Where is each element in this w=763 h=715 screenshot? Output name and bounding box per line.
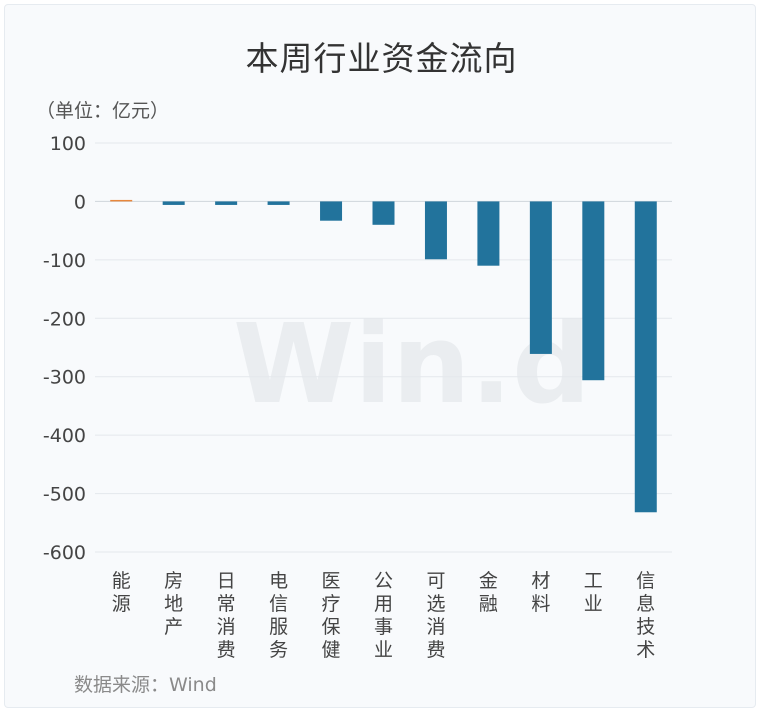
bar bbox=[320, 201, 343, 221]
bar bbox=[529, 201, 552, 354]
x-tick-label: 能源 bbox=[112, 570, 131, 615]
chart-title: 本周行业资金流向 bbox=[245, 39, 518, 78]
bar bbox=[215, 201, 238, 205]
source-note: 数据来源：Wind bbox=[74, 674, 217, 696]
bar bbox=[477, 201, 500, 266]
x-tick-label: 工业 bbox=[584, 570, 603, 615]
x-tick-label: 公用事业 bbox=[374, 570, 393, 661]
x-tick-label: 医疗保健 bbox=[322, 570, 341, 661]
x-tick-label: 电信服务 bbox=[269, 570, 288, 661]
x-tick-label: 可选消费 bbox=[426, 570, 445, 661]
bars bbox=[110, 199, 657, 513]
unit-label: （单位：亿元） bbox=[36, 100, 170, 122]
x-tick-label: 房地产 bbox=[164, 570, 183, 638]
bar bbox=[372, 201, 395, 225]
gridlines bbox=[95, 142, 672, 553]
y-axis: 100 0 -100 -200 -300 -400 -500 -600 bbox=[43, 133, 86, 564]
y-tick-label: -100 bbox=[43, 250, 86, 272]
x-tick-label: 日常消费 bbox=[217, 570, 236, 661]
y-tick-label: -600 bbox=[43, 542, 86, 564]
y-tick-label: -300 bbox=[43, 367, 86, 389]
y-tick-label: 100 bbox=[50, 133, 86, 155]
chart-card bbox=[4, 4, 756, 708]
bar bbox=[634, 201, 657, 513]
y-tick-label: -500 bbox=[43, 484, 86, 506]
x-tick-label: 信息技术 bbox=[636, 570, 655, 661]
bar bbox=[582, 201, 605, 381]
bar bbox=[110, 199, 133, 202]
x-tick-label: 金融 bbox=[479, 570, 498, 615]
bar bbox=[424, 201, 447, 260]
x-tick-label: 材料 bbox=[531, 570, 550, 615]
y-tick-label: -400 bbox=[43, 425, 86, 447]
y-tick-label: 0 bbox=[74, 191, 86, 213]
bar bbox=[162, 201, 185, 205]
bar bbox=[267, 201, 290, 205]
y-tick-label: -200 bbox=[43, 308, 86, 330]
